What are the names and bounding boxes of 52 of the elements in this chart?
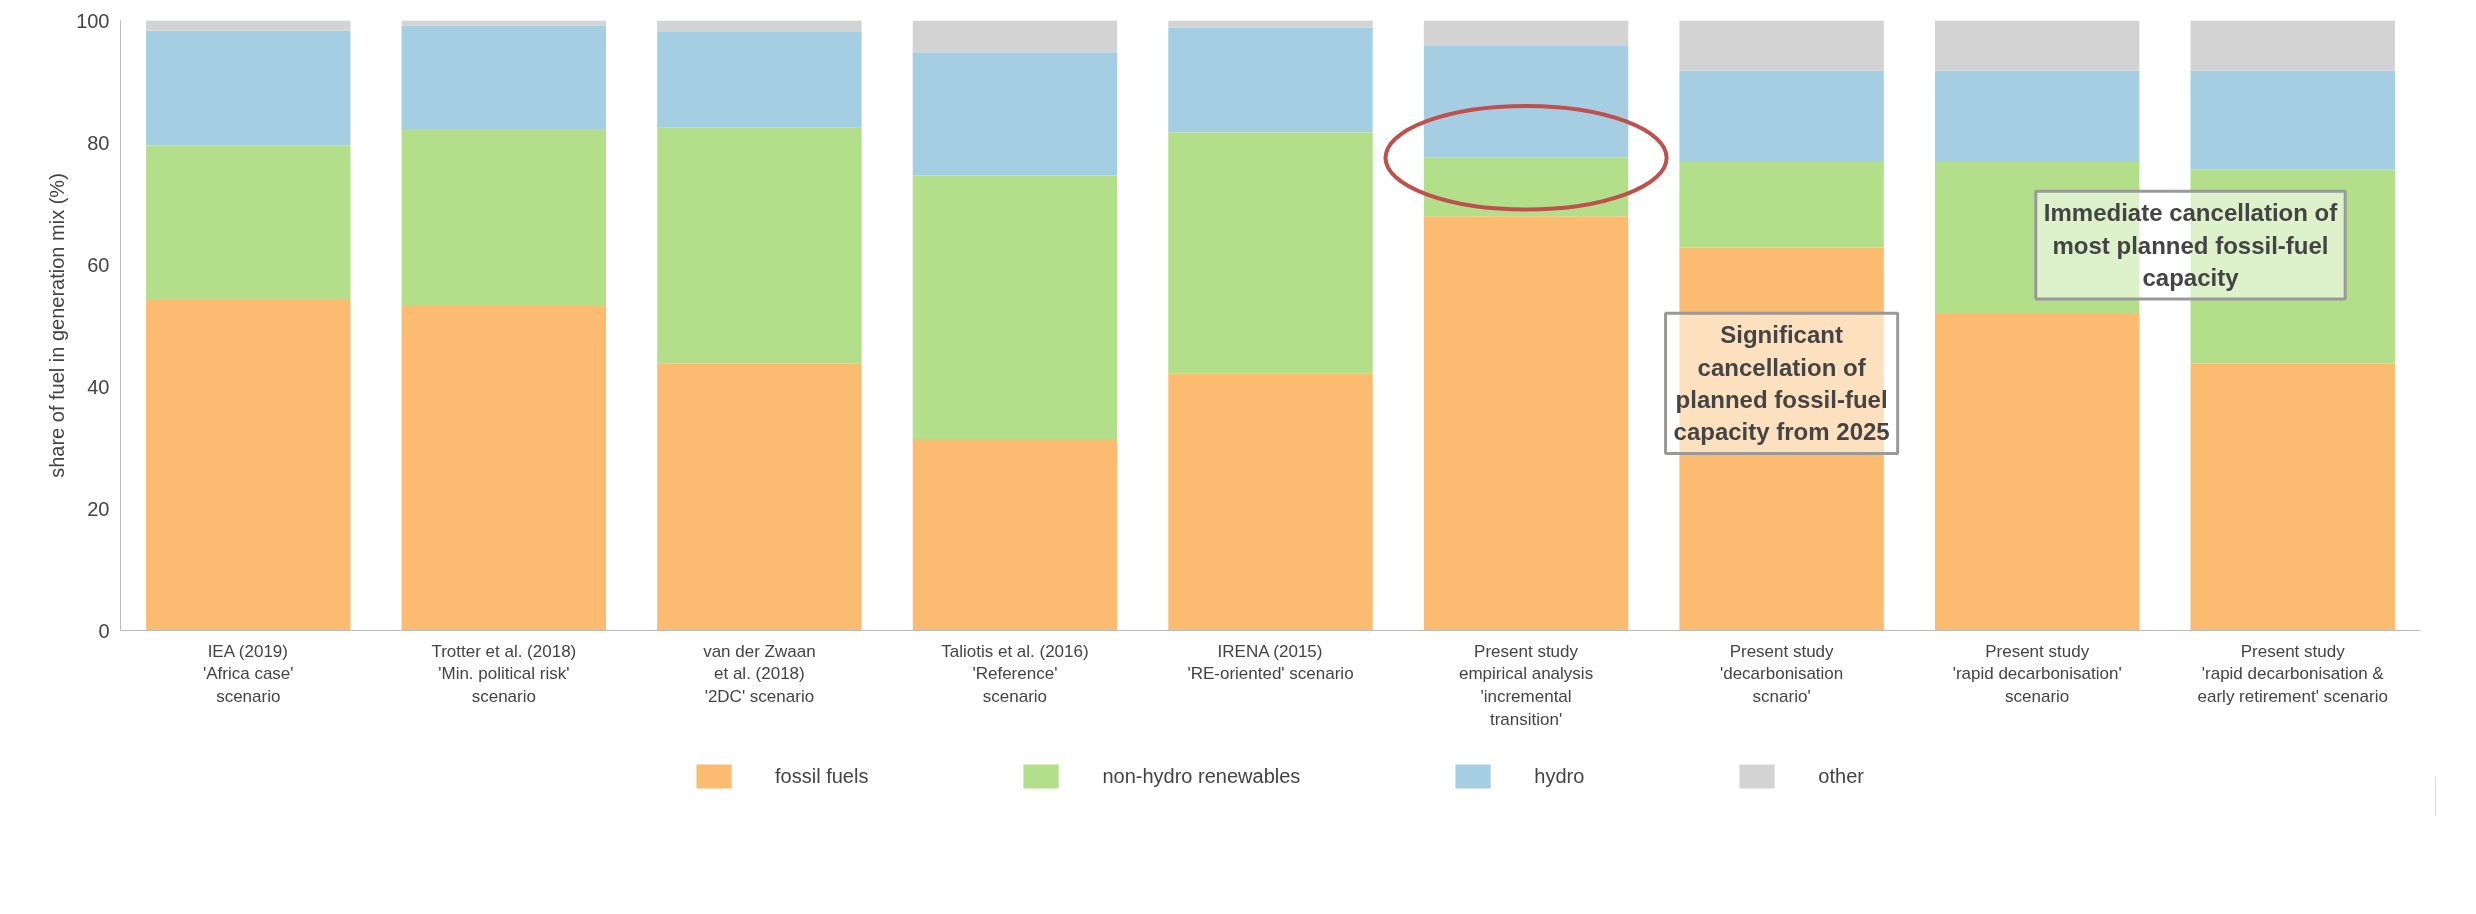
bar: [912, 20, 1118, 53]
legend-label: hydro: [1534, 764, 1585, 788]
x-tick-label: Present study 'decarbonisation scnario': [1719, 641, 1844, 707]
bar: [401, 129, 607, 306]
x-tick-label: Taliotis et al. (2016) 'Reference' scenario: [941, 641, 1089, 707]
y-tick-label: 60: [87, 253, 110, 276]
bar: [1423, 20, 1629, 47]
x-tick-label: Trotter et al. (2018) 'Min. political risk' scenario: [431, 641, 577, 707]
bar: [401, 305, 607, 631]
bar: [912, 52, 1118, 176]
bar: [146, 20, 351, 31]
bar: [146, 30, 351, 146]
bar: [657, 32, 862, 128]
bar: [1934, 313, 2140, 631]
legend-label: other: [1818, 764, 1864, 788]
bar: [1679, 70, 1884, 163]
bar: [1679, 162, 1884, 248]
bar: [912, 175, 1118, 439]
bar: [657, 127, 862, 364]
bar: [1168, 27, 1373, 133]
y-tick-label: 20: [87, 497, 110, 520]
bar: [1679, 20, 1884, 71]
bar: [2190, 20, 2395, 71]
bar: [146, 299, 351, 631]
bar: [2190, 363, 2395, 631]
bar: [146, 145, 351, 300]
legend-label: non-hydro renewables: [1102, 764, 1301, 788]
bar: [912, 438, 1118, 631]
y-tick-label: 40: [87, 375, 110, 398]
bar: [1168, 132, 1373, 374]
x-tick-label: IRENA (2015) 'RE-oriented' scenario: [1187, 641, 1354, 684]
y-tick-label: 0: [98, 619, 110, 642]
bar: [401, 25, 607, 130]
bar: [657, 20, 862, 33]
y-tick-label: 80: [87, 131, 110, 154]
x-tick-label: Present study empirical analysis 'incremental transition': [1458, 641, 1594, 729]
bar: [657, 363, 862, 631]
bar: [2190, 70, 2395, 170]
bar: [1934, 70, 2140, 163]
bar: [1168, 373, 1373, 631]
annotation: Immediate cancellation of most planned fossil-fuel capacity: [2043, 199, 2339, 292]
y-axis-title: share of fuel in generation mix (%): [46, 173, 69, 478]
annotation: Significant cancellation of planned fossil-fuel capacity from 2025: [1673, 321, 1890, 446]
x-tick-label: IEA (2019) 'Africa case' scenario: [202, 641, 294, 707]
bar: [1423, 216, 1629, 631]
x-tick-label: Present study 'rapid decarbonisation' scenario: [1952, 641, 2122, 707]
legend-label: fossil fuels: [775, 764, 869, 788]
x-tick-label: Present study 'rapid decarbonisation & early retirement' scenario: [2197, 641, 2388, 707]
y-tick-label: 100: [76, 9, 110, 32]
x-tick-label: van der Zwaan et al. (2018) '2DC' scenario: [703, 641, 816, 707]
bar: [1934, 20, 2140, 71]
bar: [1168, 20, 1373, 28]
